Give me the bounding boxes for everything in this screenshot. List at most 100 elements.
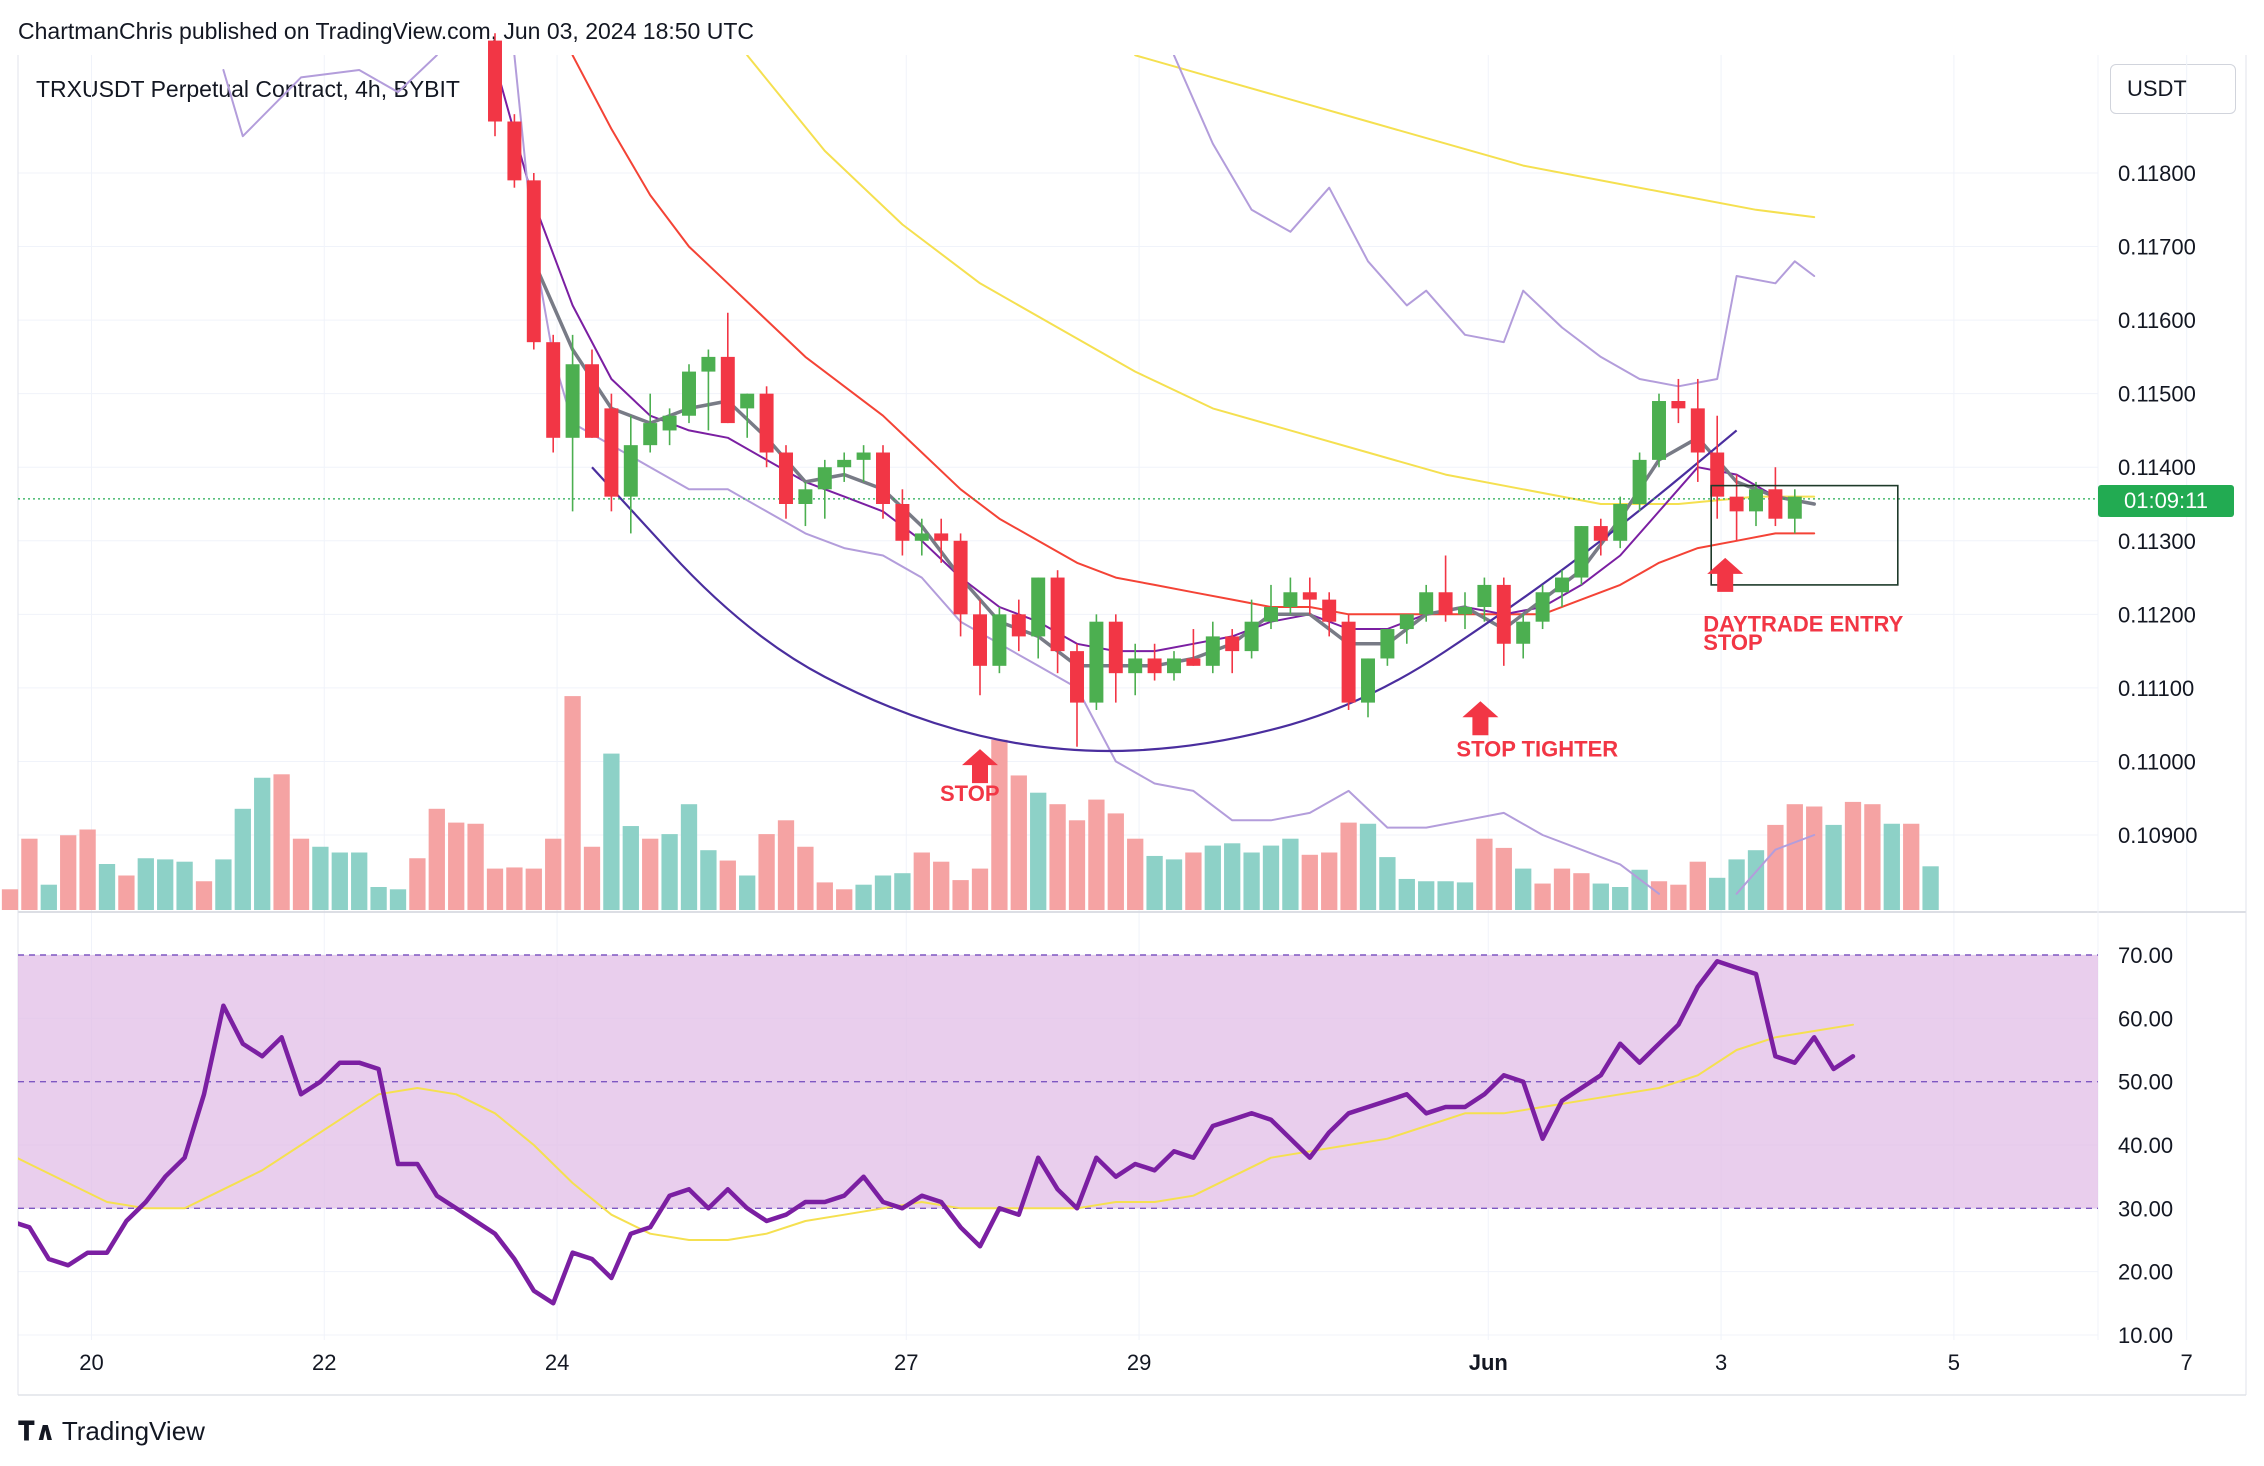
volume-bar	[40, 884, 57, 910]
volume-bar	[1592, 883, 1609, 910]
volume-bar	[1631, 869, 1648, 910]
candle-body	[1768, 489, 1783, 519]
candle-body	[1244, 621, 1259, 652]
price-tick-label: 0.11700	[2118, 235, 2196, 260]
volume-bar	[1864, 804, 1881, 910]
candle-body	[1264, 606, 1278, 622]
price-tick-label: 0.11100	[2118, 676, 2194, 701]
volume-bar	[991, 739, 1008, 910]
candle-body	[662, 415, 677, 431]
rsi-tick-label: 70.00	[2118, 943, 2173, 968]
volume-bar	[176, 861, 193, 910]
candle-body	[973, 614, 987, 666]
volume-bar	[1359, 823, 1377, 910]
volume-bar	[1437, 881, 1454, 910]
candle-body	[1225, 636, 1240, 652]
rsi-tick-label: 50.00	[2118, 1070, 2173, 1095]
price-tick-label: 0.11000	[2118, 749, 2196, 774]
currency-selector[interactable]: USDT	[2110, 64, 2236, 114]
candlesticks	[488, 33, 1802, 747]
ema-yellow-fast-line	[746, 55, 1816, 505]
volume-bar	[1844, 801, 1862, 910]
volume-bar	[971, 868, 989, 910]
price-ma-line	[532, 259, 1816, 668]
volume-bar	[816, 882, 833, 910]
volume-bar	[157, 859, 174, 910]
volume-bar	[389, 889, 407, 910]
candle-body	[1302, 592, 1317, 600]
annotation-stop-tighter: STOP TIGHTER	[1456, 737, 1618, 762]
candle-body	[876, 452, 890, 504]
rsi-tick-label: 10.00	[2118, 1323, 2173, 1348]
volume-bar	[1068, 820, 1086, 910]
time-tick-label: 5	[1948, 1350, 1960, 1375]
candle-body	[1555, 577, 1569, 593]
bollinger-upper-line	[1173, 55, 1816, 388]
candle-body	[1652, 401, 1666, 460]
ema-yellow-slow-line	[1134, 55, 1816, 219]
candle-body	[488, 40, 502, 122]
volume-bar	[506, 867, 523, 910]
annotation-stop-2: STOP	[1703, 630, 1763, 655]
volume-bar	[60, 835, 77, 910]
candle-body	[604, 408, 619, 497]
volume-bar	[913, 852, 930, 910]
price-tick-label: 0.11500	[2118, 382, 2196, 407]
volume-bar	[486, 868, 504, 910]
entry-arrow-icon	[1707, 557, 1744, 592]
candle-body	[546, 342, 561, 438]
brand-name: TradingView	[61, 1416, 205, 1446]
volume-bar	[1165, 859, 1183, 910]
price-tick-label: 0.11400	[2118, 455, 2196, 480]
volume-bar	[1689, 861, 1706, 910]
candle-body	[1031, 577, 1046, 637]
candle-body	[1167, 658, 1181, 674]
candle-body	[895, 504, 910, 541]
candle-body	[1458, 606, 1472, 615]
candle-body	[817, 467, 832, 490]
volume-bar	[1, 889, 19, 910]
candle-body	[1516, 621, 1531, 644]
overlay-clipped	[222, 55, 1816, 895]
candle-body	[507, 121, 522, 181]
volume-bar	[1340, 822, 1357, 910]
candle-body	[1729, 496, 1744, 512]
volume-bar	[622, 826, 639, 910]
rsi-background-band	[18, 954, 2098, 1210]
volume-bar	[952, 880, 969, 910]
rsi-pane	[18, 959, 1856, 1306]
tradingview-brand: 𝐓∧ TradingView	[18, 1416, 205, 1448]
volume-bar	[1379, 857, 1396, 910]
candle-body	[934, 533, 949, 541]
volume-bar	[933, 861, 950, 910]
candle-body	[1011, 614, 1026, 637]
volume-bar	[1398, 878, 1415, 910]
candle-body	[1361, 658, 1375, 703]
volume-bar	[1883, 823, 1900, 910]
volume-bar	[331, 852, 348, 910]
candle-body	[643, 423, 658, 446]
ema-red-line	[571, 55, 1816, 616]
time-tick-label: 3	[1715, 1350, 1727, 1375]
volume-bar	[1185, 852, 1202, 910]
candle-body	[1147, 658, 1162, 674]
candle-countdown-badge: 01:09:11	[2098, 485, 2234, 517]
candle-body	[1438, 592, 1453, 615]
candle-body	[1205, 636, 1220, 666]
volume-bar	[428, 808, 445, 910]
volume-bar	[98, 864, 116, 910]
candle-body	[856, 452, 871, 460]
tradingview-logo-icon: 𝐓∧	[18, 1416, 56, 1446]
volume-bar	[1573, 873, 1590, 910]
volume-bar	[351, 852, 368, 910]
candle-body	[1283, 592, 1298, 607]
candle-body	[526, 180, 541, 343]
volume-bar	[1418, 881, 1435, 910]
volume-bar	[1224, 843, 1241, 910]
volume-bar	[1010, 775, 1027, 910]
symbol-title: TRXUSDT Perpetual Contract, 4h, BYBIT	[36, 76, 460, 102]
volume-bar	[739, 875, 756, 910]
candle-body	[1322, 599, 1337, 622]
